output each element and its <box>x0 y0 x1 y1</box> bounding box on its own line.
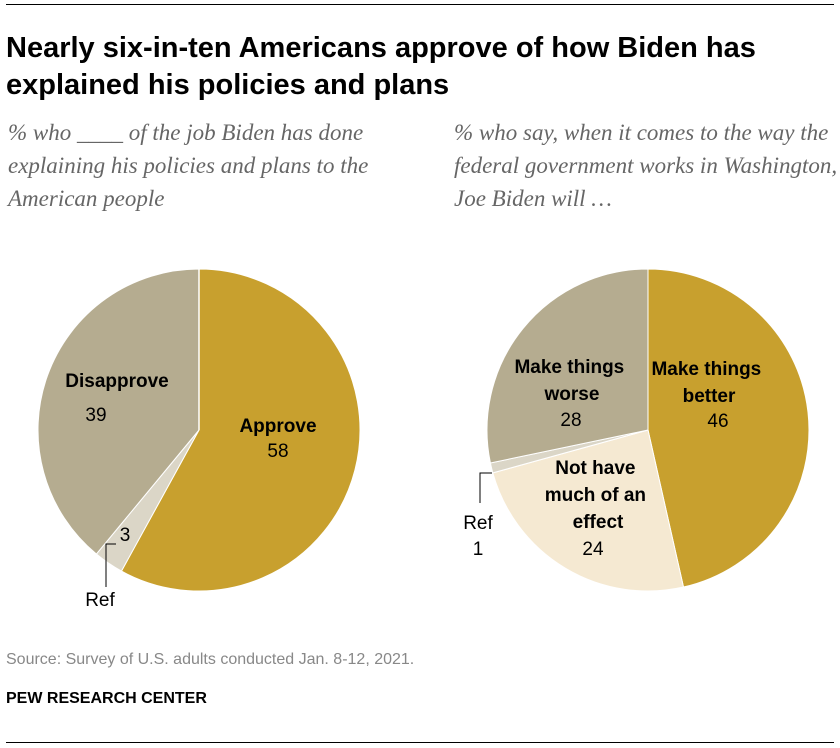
right-pie-slice-no-effect <box>492 429 685 592</box>
bottom-rule <box>6 742 834 743</box>
right-value-better: 46 <box>707 411 728 432</box>
right-label-ref: Ref <box>463 513 493 534</box>
right-ref-leader-line <box>479 472 492 503</box>
left-chart-subtitle: % who ____ of the job Biden has done exp… <box>8 120 369 211</box>
right-pie-slice-better <box>647 268 810 588</box>
left-pie-slice-disapprove <box>37 268 200 555</box>
right-value-ref: 1 <box>473 539 484 560</box>
right-chart-subtitle: % who say, when it comes to the way the … <box>454 120 838 211</box>
source-note: Source: Survey of U.S. adults conducted … <box>6 651 415 668</box>
left-label-disapprove: Disapprove <box>65 371 168 392</box>
right-label-better: Make things better <box>651 359 766 407</box>
left-label-approve: Approve <box>239 416 316 437</box>
left-label-ref: Ref <box>85 590 115 611</box>
left-value-ref: 3 <box>120 525 131 546</box>
right-value-no-effect: 24 <box>582 539 604 560</box>
left-ref-leader-line <box>105 543 116 587</box>
top-rule <box>6 4 834 5</box>
left-value-disapprove: 39 <box>85 405 106 426</box>
left-pie-slice-approve <box>120 268 361 592</box>
right-pie-slice-worse <box>486 268 649 464</box>
right-label-worse: Make things worse <box>514 357 629 405</box>
chart-title: Nearly six-in-ten Americans approve of h… <box>6 32 756 101</box>
left-value-approve: 58 <box>267 441 288 462</box>
left-pie: Approve 58 Disapprove 39 3 Ref <box>37 268 361 611</box>
right-label-no-effect: Not have much of an effect <box>545 458 652 533</box>
right-pie: Make things better 46 Make things worse … <box>463 268 810 592</box>
right-value-worse: 28 <box>560 410 581 431</box>
pew-research-center-logo: PEW RESEARCH CENTER <box>6 690 207 707</box>
